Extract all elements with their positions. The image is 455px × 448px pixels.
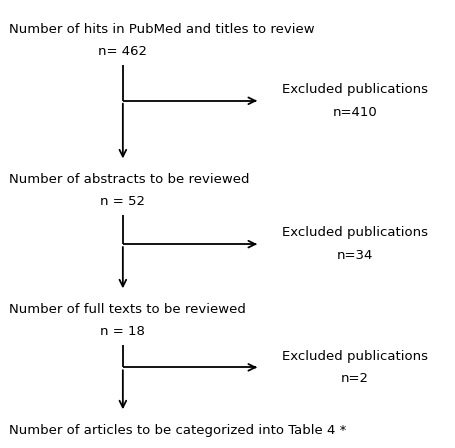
- Text: Excluded publications: Excluded publications: [282, 349, 428, 363]
- Text: n= 462: n= 462: [98, 45, 147, 58]
- Text: Excluded publications: Excluded publications: [282, 226, 428, 240]
- Text: Number of articles to be categorized into Table 4 *: Number of articles to be categorized int…: [9, 423, 346, 437]
- Text: Excluded publications: Excluded publications: [282, 83, 428, 96]
- Text: n = 18: n = 18: [101, 325, 145, 338]
- Text: Number of full texts to be reviewed: Number of full texts to be reviewed: [9, 302, 246, 316]
- Text: n=34: n=34: [337, 249, 373, 262]
- Text: n=410: n=410: [333, 105, 377, 119]
- Text: Number of abstracts to be reviewed: Number of abstracts to be reviewed: [9, 172, 250, 186]
- Text: n = 52: n = 52: [101, 195, 145, 208]
- Text: n=2: n=2: [341, 372, 369, 385]
- Text: Number of hits in PubMed and titles to review: Number of hits in PubMed and titles to r…: [9, 22, 315, 36]
